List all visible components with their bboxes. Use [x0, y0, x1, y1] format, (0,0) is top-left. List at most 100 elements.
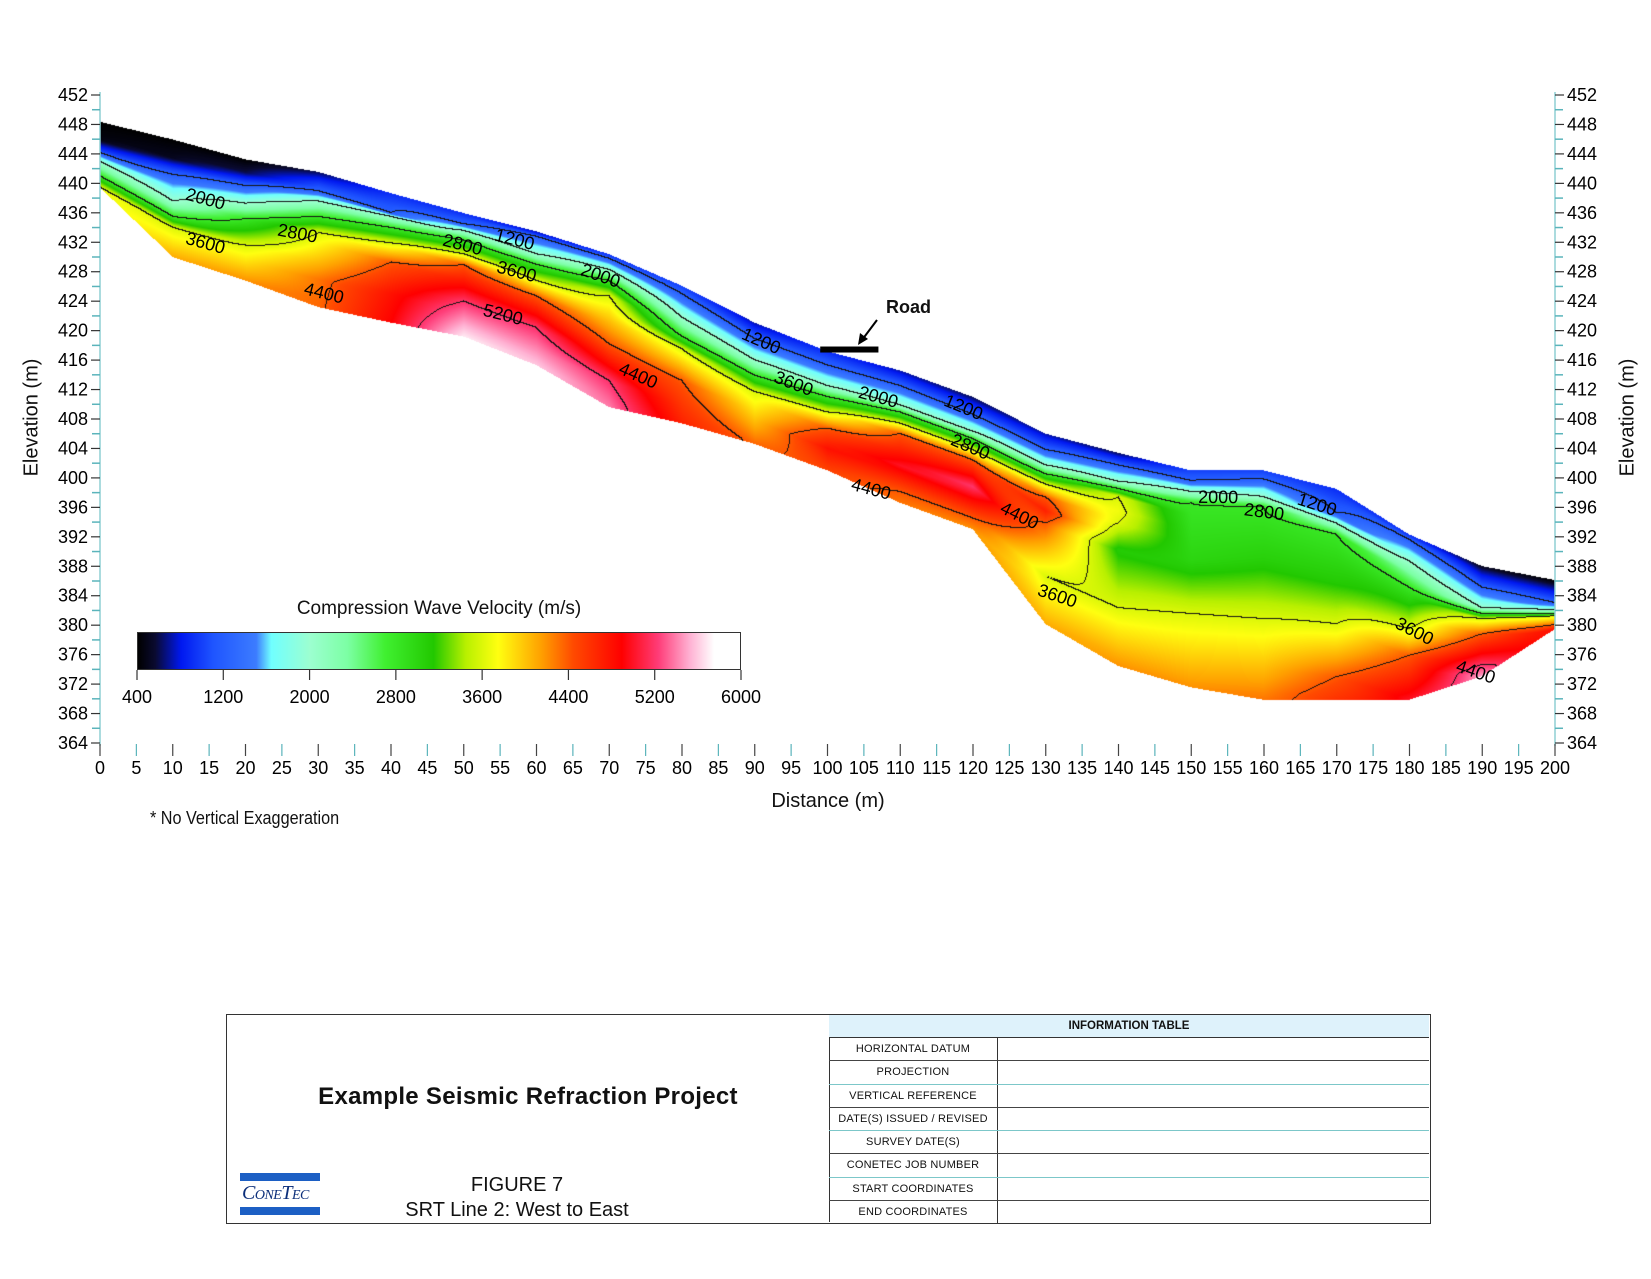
colorbar-tick-label: 1200 [203, 687, 243, 707]
y-tick-label-right: 368 [1567, 704, 1597, 724]
y-tick-label-left: 372 [58, 674, 88, 694]
info-table-value [998, 1061, 1429, 1083]
y-tick-label-right: 384 [1567, 586, 1597, 606]
info-table-label: START COORDINATES [829, 1177, 998, 1201]
information-table-header: INFORMATION TABLE [829, 1015, 1429, 1038]
x-tick-label: 155 [1213, 758, 1243, 778]
info-table-value [998, 1178, 1429, 1200]
y-tick-label-right: 376 [1567, 645, 1597, 665]
y-tick-label-left: 380 [58, 615, 88, 635]
info-table-label: CONETEC JOB NUMBER [829, 1154, 998, 1177]
y-tick-label-right: 392 [1567, 527, 1597, 547]
y-tick-label-left: 424 [58, 291, 88, 311]
y-tick-label-left: 432 [58, 232, 88, 252]
info-table-row: DATE(S) ISSUED / REVISED [829, 1107, 1429, 1132]
x-tick-label: 110 [886, 758, 915, 778]
y-tick-label-right: 424 [1567, 291, 1597, 311]
contour-label: 1200 [493, 225, 537, 254]
y-tick-label-left: 420 [58, 321, 88, 341]
contour-label: 2000 [578, 259, 622, 291]
road-marker [820, 346, 879, 353]
x-tick-label: 125 [994, 758, 1024, 778]
y-tick-label-right: 428 [1567, 262, 1597, 282]
y-tick-label-right: 436 [1567, 203, 1597, 223]
x-tick-label: 175 [1358, 758, 1388, 778]
title-block: Example Seismic Refraction Project ConeT… [226, 1014, 1431, 1225]
y-tick-label-right: 416 [1567, 350, 1597, 370]
x-tick-label: 15 [199, 758, 219, 778]
info-table-label: DATE(S) ISSUED / REVISED [829, 1107, 998, 1131]
x-tick-label: 0 [95, 758, 105, 778]
contour-label: 2800 [276, 220, 319, 247]
y-tick-label-right: 408 [1567, 409, 1597, 429]
contour-label: 2800 [441, 230, 485, 260]
logo-text: ConeTec [242, 1182, 309, 1204]
contour-label: 2800 [1243, 499, 1285, 524]
contour-label: 3600 [1392, 613, 1437, 649]
info-table-label: SURVEY DATE(S) [829, 1131, 998, 1154]
x-tick-label: 120 [958, 758, 988, 778]
x-tick-label: 25 [272, 758, 292, 778]
y-tick-label-right: 396 [1567, 497, 1597, 517]
colorbar-title: Compression Wave Velocity (m/s) [296, 598, 582, 619]
x-tick-label: 60 [526, 758, 546, 778]
y-tick-label-right: 400 [1567, 468, 1597, 488]
x-tick-label: 10 [163, 758, 183, 778]
colorbar-tick-label: 2000 [290, 687, 330, 707]
info-table-label: END COORDINATES [829, 1201, 998, 1225]
y-tick-label-right: 444 [1567, 144, 1597, 164]
info-table-row: PROJECTION [829, 1061, 1429, 1085]
info-table-label: HORIZONTAL DATUM [829, 1038, 998, 1061]
contour-label: 1200 [941, 390, 986, 424]
x-tick-label: 55 [490, 758, 510, 778]
contour-label: 2000 [856, 382, 900, 412]
x-tick-label: 170 [1322, 758, 1352, 778]
y-tick-label-left: 416 [58, 350, 88, 370]
y-tick-label-left: 364 [58, 733, 88, 753]
colorbar [137, 632, 741, 670]
contour-label: 3600 [184, 228, 228, 258]
x-tick-label: 105 [849, 758, 879, 778]
info-table-value [998, 1131, 1429, 1153]
y-tick-label-left: 440 [58, 173, 88, 193]
figure-caption: FIGURE 7 SRT Line 2: West to East [347, 1173, 687, 1223]
x-tick-label: 75 [636, 758, 656, 778]
y-tick-label-right: 432 [1567, 232, 1597, 252]
y-tick-label-left: 452 [58, 85, 88, 105]
info-table-value [998, 1108, 1429, 1130]
y-tick-label-right: 388 [1567, 556, 1597, 576]
contour-label: 4400 [302, 279, 346, 308]
y-tick-label-left: 376 [58, 645, 88, 665]
y-tick-label-right: 412 [1567, 380, 1597, 400]
y-tick-label-left: 412 [58, 380, 88, 400]
colorbar-tick-label: 5200 [635, 687, 675, 707]
contour-label: 3600 [771, 367, 816, 400]
y-tick-label-left: 428 [58, 262, 88, 282]
x-tick-label: 160 [1249, 758, 1279, 778]
info-table-value [998, 1201, 1429, 1224]
x-tick-label: 85 [708, 758, 728, 778]
info-table-value [998, 1038, 1429, 1060]
chart-overlay: 452 452 448 448 444 444 440 440 436 436 432 432 428 4… [58, 85, 1597, 778]
contour-label: 2800 [948, 430, 993, 464]
colorbar-tick-label: 4400 [548, 687, 588, 707]
y-tick-label-right: 452 [1567, 85, 1597, 105]
y-tick-label-right: 440 [1567, 173, 1597, 193]
y-tick-label-right: 380 [1567, 615, 1597, 635]
figure-number: FIGURE 7 [470, 1174, 564, 1196]
y-tick-label-left: 408 [58, 409, 88, 429]
x-tick-label: 5 [131, 758, 141, 778]
x-tick-label: 115 [922, 758, 951, 778]
y-tick-label-left: 448 [58, 114, 88, 134]
y-tick-label-right: 404 [1567, 438, 1597, 458]
exaggeration-note: * No Vertical Exaggeration [150, 808, 340, 828]
y-tick-label-left: 384 [58, 586, 88, 606]
project-title: Example Seismic Refraction Project [318, 1083, 738, 1110]
y-axis-label-left: Elevation (m) [20, 358, 43, 477]
x-tick-label: 165 [1285, 758, 1315, 778]
x-tick-label: 140 [1103, 758, 1133, 778]
y-tick-label-right: 448 [1567, 114, 1597, 134]
y-tick-label-right: 372 [1567, 674, 1597, 694]
contour-label: 1200 [1295, 489, 1339, 520]
y-tick-label-left: 400 [58, 468, 88, 488]
